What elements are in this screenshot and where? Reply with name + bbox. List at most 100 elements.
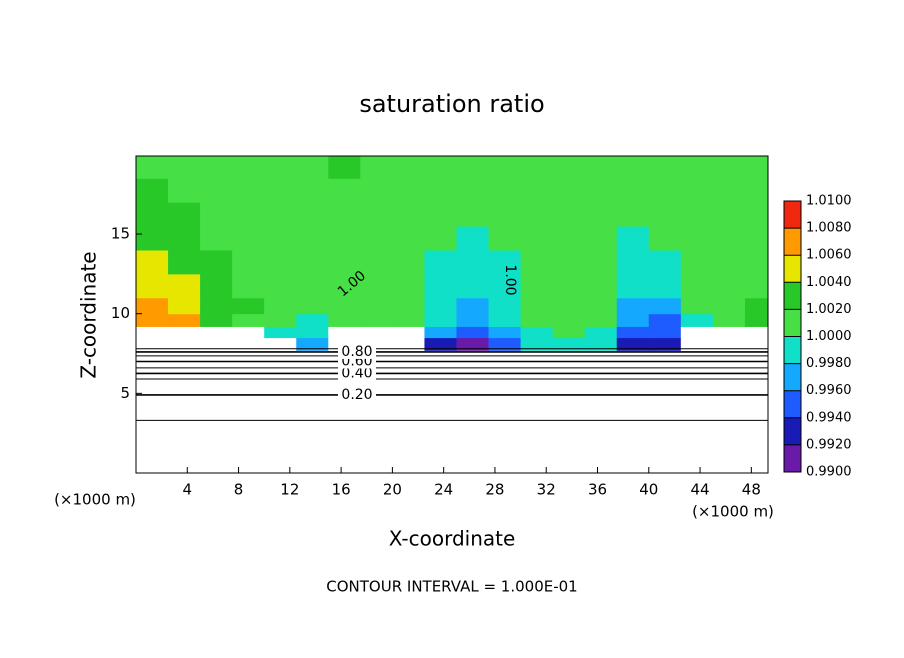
field-cell [200, 297, 233, 315]
field-cell [328, 202, 361, 227]
field-cell [360, 226, 393, 251]
field-cell [648, 178, 682, 203]
field-cell [424, 326, 457, 339]
field-cell [232, 297, 265, 315]
field-cell [328, 249, 361, 275]
colorbar-band [784, 336, 801, 364]
field-cell [520, 249, 554, 275]
colorbar-band [784, 228, 801, 256]
field-cell [456, 313, 490, 327]
field-cell [200, 178, 233, 203]
field-cell [232, 226, 265, 251]
field-cell [296, 202, 329, 227]
field-cell [328, 273, 361, 299]
field-cell [712, 178, 746, 203]
field-cell [488, 326, 522, 339]
field-cell [616, 297, 650, 315]
field-cell [424, 249, 457, 275]
field-cell [360, 297, 393, 315]
field-cell [552, 273, 586, 299]
field-cell [392, 273, 425, 299]
colorbar-band [784, 390, 801, 418]
field-cell [200, 202, 233, 227]
field-cell [168, 249, 201, 275]
field-cell [168, 156, 201, 179]
field-cell [552, 326, 586, 339]
field-cell [296, 273, 329, 299]
field-cell [264, 297, 297, 315]
field-cell [200, 273, 233, 299]
field-cell [328, 226, 361, 251]
colorbar-band [784, 282, 801, 310]
field-cell [168, 337, 201, 351]
x-tick-label: 44 [691, 481, 710, 499]
colorbar-band [784, 363, 801, 391]
x-tick-label: 12 [280, 481, 299, 499]
field-cell [200, 156, 233, 179]
contour-label-bg [338, 366, 376, 381]
field-cell [392, 156, 425, 179]
field-cell [264, 226, 297, 251]
field-cell [360, 326, 393, 339]
field-cell [200, 226, 233, 251]
field-cell [744, 313, 769, 327]
field-cell [488, 226, 522, 251]
contour-label: 0.20 [341, 387, 372, 403]
field-cell [136, 337, 169, 351]
field-cell [392, 313, 425, 327]
field-cell [648, 297, 682, 315]
colorbar-tick-label: 1.0060 [806, 248, 852, 263]
field-cell [552, 156, 586, 179]
x-unit: (×1000 m) [54, 491, 136, 509]
colorbar-tick-label: 1.0000 [806, 329, 852, 344]
field-cell [264, 178, 297, 203]
field-cell [264, 156, 297, 179]
field-cell [456, 337, 490, 351]
x-unit: (×1000 m) [692, 503, 774, 521]
field-cell [488, 156, 522, 179]
field-cell [680, 226, 714, 251]
contour-label: 0.40 [341, 365, 372, 381]
field-cell [328, 156, 361, 179]
colorbar-tick-label: 0.9960 [806, 383, 852, 398]
field-cell [392, 297, 425, 315]
field-cell [200, 313, 233, 327]
field-cell [616, 202, 650, 227]
field-cell [520, 156, 554, 179]
field-cell [264, 313, 297, 327]
field-cell [584, 249, 618, 275]
field-cell [648, 226, 682, 251]
field-cell [136, 202, 169, 227]
field-cell [712, 202, 746, 227]
field-cell [648, 313, 682, 327]
x-tick-label: 36 [588, 481, 607, 499]
field-cell [296, 313, 329, 327]
field-cell [584, 297, 618, 315]
plot-frame [135, 155, 769, 474]
field-cell [360, 249, 393, 275]
field-cell [744, 202, 769, 227]
field-cell [744, 178, 769, 203]
field-cell [264, 249, 297, 275]
field-cell [360, 202, 393, 227]
field-cell [712, 337, 746, 351]
x-axis-title: X-coordinate [389, 527, 516, 551]
field-cell [296, 226, 329, 251]
field-cell [136, 297, 169, 315]
contour-label-bg [338, 387, 376, 402]
field-cell [744, 337, 769, 351]
x-tick-label: 16 [332, 481, 351, 499]
field-cell [456, 202, 490, 227]
field-cell [360, 178, 393, 203]
field-cell [168, 202, 201, 227]
field [136, 156, 769, 473]
field-cell [584, 202, 618, 227]
field-cell [520, 178, 554, 203]
field-cell [552, 337, 586, 351]
field-cell [520, 273, 554, 299]
field-cell [520, 226, 554, 251]
field-cell [456, 273, 490, 299]
field-cell [296, 249, 329, 275]
colorbar-tick-label: 0.9900 [806, 465, 852, 480]
field-cell [712, 273, 746, 299]
